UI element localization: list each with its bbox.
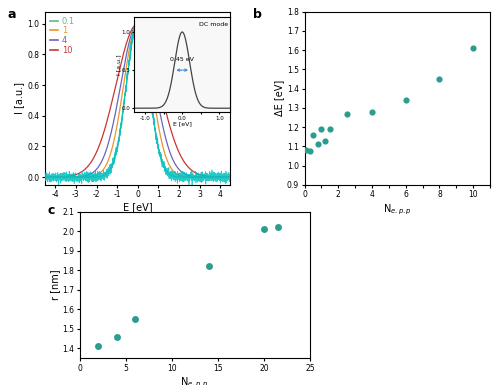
Point [469,45,477,51]
Point [342,110,350,117]
Y-axis label: ΔE [eV]: ΔE [eV] [274,80,284,116]
X-axis label: N$_{e.p.p}$: N$_{e.p.p}$ [383,202,412,216]
Y-axis label: I [a.u.]: I [a.u.] [14,82,24,114]
Point [131,316,139,322]
X-axis label: N$_{e.p.p.}$: N$_{e.p.p.}$ [180,375,210,385]
Text: a: a [8,8,16,21]
Legend: 0.1, 1, 4, 10: 0.1, 1, 4, 10 [49,16,76,56]
Point [94,343,102,350]
Point [309,132,317,138]
Point [205,263,213,270]
Point [306,148,314,154]
X-axis label: E [eV]: E [eV] [123,202,152,212]
Point [260,226,268,233]
Point [321,138,329,144]
Point [302,147,310,153]
Point [436,76,444,82]
Y-axis label: r [nm]: r [nm] [50,270,59,300]
Point [318,126,326,132]
Point [326,126,334,132]
Point [402,97,409,103]
Point [368,109,376,115]
Text: b: b [252,8,262,21]
Point [274,224,282,231]
Point [314,141,322,147]
Text: c: c [48,204,55,218]
Point [113,333,121,340]
